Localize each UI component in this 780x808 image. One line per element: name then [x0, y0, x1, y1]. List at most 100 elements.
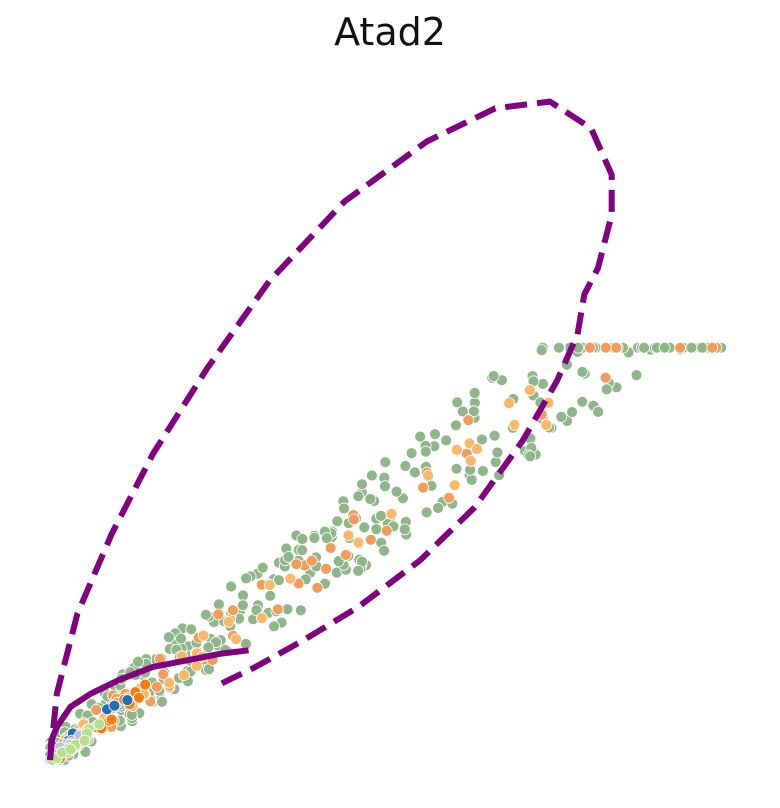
- scatter-point-green: [331, 515, 344, 528]
- scatter-point-green: [476, 433, 488, 446]
- scatter-point-green: [356, 478, 368, 491]
- scatter-point-orange: [226, 604, 239, 617]
- scatter-point-green: [199, 608, 212, 621]
- scatter-point-green: [450, 462, 463, 475]
- chart-title: Atad2: [334, 10, 446, 54]
- scatter-point-green: [566, 406, 578, 419]
- scatter-point-orange: [380, 524, 393, 537]
- scatter-point-light_orange: [256, 612, 268, 624]
- scatter-point-green: [185, 623, 198, 636]
- scatter-point-orange: [271, 603, 284, 616]
- scatter-point-light_orange: [450, 443, 463, 456]
- scatter-point-green: [379, 480, 391, 493]
- scatter-point-green: [553, 341, 565, 354]
- scatter-point-orange: [462, 414, 475, 427]
- scatter-point-orange: [364, 533, 377, 546]
- scatter-point-orange: [157, 668, 170, 681]
- scatter-point-green: [390, 485, 403, 498]
- scatter-point-light_orange: [342, 529, 355, 542]
- scatter-point-green: [294, 604, 307, 617]
- scatter-point-green: [696, 341, 709, 354]
- scatter-point-green: [352, 490, 365, 503]
- solid-curve: [47, 647, 249, 761]
- scatter-point-light_orange: [178, 669, 190, 681]
- scatter-point-green: [202, 641, 215, 654]
- scatter-point-green: [535, 344, 548, 357]
- scatter-point-green: [236, 599, 249, 612]
- scatter-point-green: [491, 446, 504, 459]
- scatter-point-green: [282, 551, 295, 563]
- scatter-point-light_orange: [284, 572, 297, 585]
- scatter-point-green: [432, 502, 445, 514]
- scatter-point-green: [468, 387, 481, 399]
- scatter-point-green: [405, 447, 418, 460]
- scatter-point-light_orange: [524, 384, 536, 397]
- scatter-point-orange: [443, 491, 456, 504]
- scatter-point-orange: [90, 704, 103, 716]
- scatter-point-light_orange: [352, 536, 365, 549]
- scatter-point-green: [358, 521, 371, 534]
- curves-layer: [47, 98, 615, 761]
- scatter-point-orange: [305, 554, 318, 567]
- scatter-point-green: [398, 523, 411, 536]
- scatter-point-light_green: [78, 734, 91, 747]
- scatter-point-green: [440, 434, 453, 447]
- scatter-point-green: [320, 532, 333, 544]
- scatter-point-green: [576, 395, 589, 408]
- scatter-point-orange: [584, 341, 596, 354]
- scatter-point-green: [264, 589, 277, 602]
- scatter-point-light_orange: [230, 633, 243, 646]
- scatter-point-green: [212, 598, 225, 611]
- scatter-point-green: [364, 493, 377, 505]
- scatter-point-orange: [320, 563, 333, 575]
- scatter-point-green: [296, 533, 309, 545]
- scatter-point-green: [352, 565, 365, 577]
- scatter-point-green: [420, 506, 433, 519]
- scatter-point-blue: [108, 699, 121, 712]
- scatter-point-dark_orange: [139, 678, 152, 691]
- points-layer: [44, 341, 728, 766]
- scatter-point-light_orange: [263, 579, 276, 591]
- scatter-point-green: [272, 574, 285, 586]
- scatter-point-dark_orange: [133, 691, 145, 704]
- scatter-point-light_orange: [222, 616, 235, 628]
- scatter-point-green: [488, 429, 501, 442]
- scatter-point-green: [132, 655, 145, 668]
- scatter-point-light_orange: [448, 479, 461, 492]
- scatter-point-green: [256, 561, 269, 574]
- scatter-point-orange: [324, 542, 337, 554]
- scatter-point-orange: [417, 481, 430, 494]
- dashed-curve: [47, 98, 615, 761]
- scatter-point-green: [296, 544, 309, 557]
- scatter-point-light_green: [93, 718, 106, 731]
- scatter-point-light_orange: [385, 508, 398, 520]
- scatter-point-light_orange: [508, 418, 521, 431]
- scatter-point-green: [175, 632, 187, 645]
- scatter-point-light_green: [64, 743, 77, 756]
- scatter-point-green: [429, 428, 441, 441]
- scatter-point-orange: [599, 341, 612, 354]
- scatter-point-green: [268, 620, 280, 633]
- scatter-point-blue: [121, 694, 134, 706]
- scatter-point-green: [378, 544, 391, 557]
- scatter-point-green: [414, 430, 427, 443]
- scatter-point-green: [338, 502, 350, 515]
- scatter-point-orange: [339, 549, 352, 561]
- scatter-point-green: [658, 341, 671, 354]
- scatter-point-green: [685, 341, 698, 354]
- scatter-point-light_orange: [503, 397, 516, 410]
- scatter-point-orange: [599, 371, 612, 384]
- scatter-point-green: [225, 580, 238, 593]
- scatter-point-light_orange: [540, 418, 553, 431]
- scatter-point-orange: [610, 341, 623, 354]
- scatter-point-green: [524, 450, 537, 463]
- scatter-point-green: [370, 523, 383, 535]
- scatter-point-green: [487, 370, 500, 383]
- scatter-point-green: [592, 405, 604, 418]
- scatter-point-green: [374, 510, 387, 522]
- scatter-point-light_orange: [471, 443, 483, 455]
- scatter-point-green: [237, 589, 249, 602]
- scatter-point-green: [451, 396, 464, 409]
- scatter-point-green: [162, 631, 175, 644]
